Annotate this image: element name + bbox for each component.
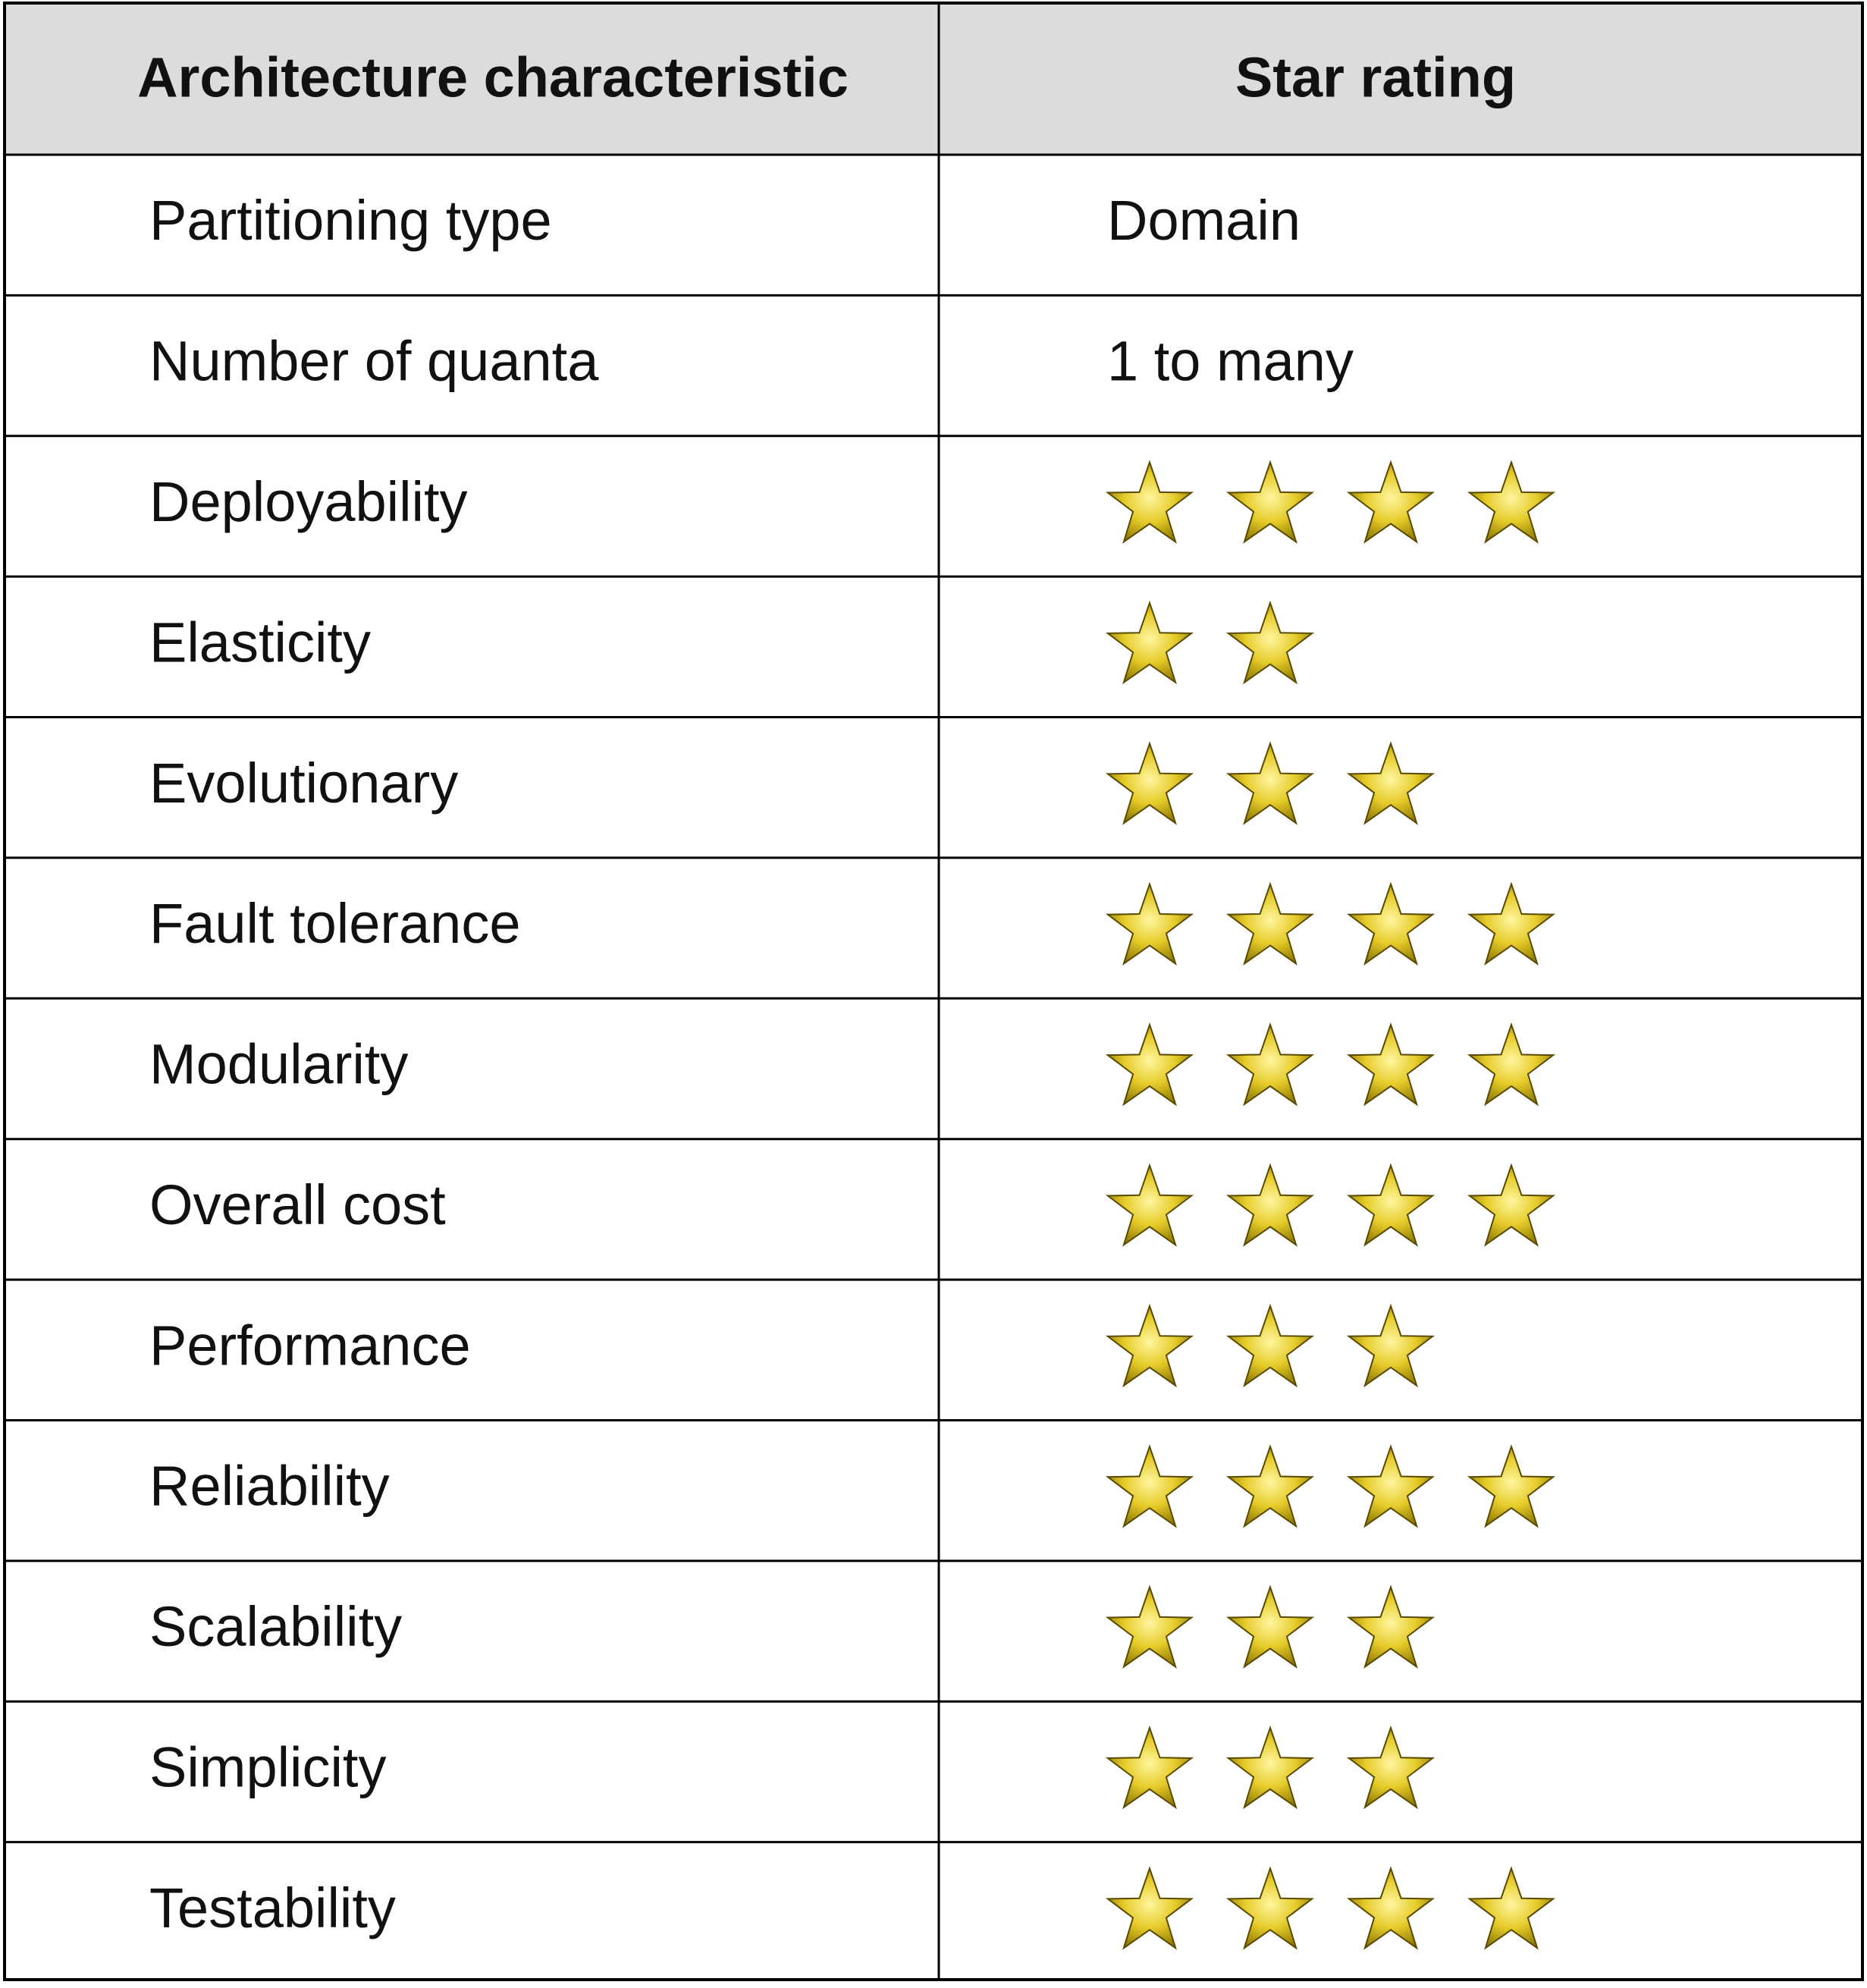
star bbox=[1225, 460, 1315, 544]
characteristic: Modularity bbox=[149, 1033, 408, 1096]
star bbox=[1105, 1022, 1194, 1107]
star bbox=[1105, 1163, 1194, 1247]
star bbox=[1105, 1584, 1194, 1669]
star bbox=[1467, 1022, 1556, 1107]
star bbox=[1105, 881, 1194, 966]
star bbox=[1225, 881, 1315, 966]
star bbox=[1346, 1866, 1436, 1950]
star bbox=[1346, 741, 1436, 825]
characteristic: Elasticity bbox=[149, 611, 371, 674]
characteristic: Number of quanta bbox=[149, 330, 599, 393]
star bbox=[1467, 460, 1556, 544]
characteristic: Simplicity bbox=[149, 1735, 386, 1798]
star bbox=[1467, 881, 1556, 966]
star bbox=[1346, 1163, 1436, 1247]
star bbox=[1105, 1866, 1194, 1950]
star bbox=[1467, 1163, 1556, 1247]
star bbox=[1225, 1866, 1315, 1950]
characteristic: Reliability bbox=[149, 1455, 390, 1518]
star bbox=[1225, 600, 1315, 685]
star bbox=[1346, 1303, 1436, 1388]
star bbox=[1346, 1584, 1436, 1669]
star bbox=[1346, 1022, 1436, 1107]
star bbox=[1346, 1444, 1436, 1528]
characteristic: Deployability bbox=[149, 470, 468, 533]
characteristic: Evolutionary bbox=[149, 752, 458, 815]
star bbox=[1225, 1022, 1315, 1107]
characteristic: Overall cost bbox=[149, 1173, 446, 1236]
star bbox=[1225, 1584, 1315, 1669]
characteristic: Fault tolerance bbox=[149, 892, 521, 955]
value: 1 to many bbox=[1107, 330, 1354, 393]
characteristic: Scalability bbox=[149, 1595, 402, 1658]
star bbox=[1105, 1725, 1194, 1810]
star bbox=[1105, 600, 1194, 685]
star bbox=[1105, 741, 1194, 825]
star bbox=[1225, 1725, 1315, 1810]
star bbox=[1105, 1303, 1194, 1388]
star bbox=[1346, 1725, 1436, 1810]
header-cell: Architecture characteristic bbox=[137, 46, 849, 109]
star bbox=[1467, 1866, 1556, 1950]
star bbox=[1346, 881, 1436, 966]
star bbox=[1467, 1444, 1556, 1528]
star bbox=[1225, 1163, 1315, 1247]
characteristic: Testability bbox=[149, 1877, 396, 1939]
header-cell: Star rating bbox=[1235, 46, 1516, 109]
header-background bbox=[5, 3, 1861, 155]
star bbox=[1105, 460, 1194, 544]
value: Domain bbox=[1107, 189, 1301, 252]
characteristic: Performance bbox=[149, 1314, 471, 1377]
star bbox=[1225, 741, 1315, 825]
star bbox=[1105, 1444, 1194, 1528]
star bbox=[1346, 460, 1436, 544]
characteristic: Partitioning type bbox=[149, 189, 552, 252]
star bbox=[1225, 1444, 1315, 1528]
table-border bbox=[3, 2, 1864, 1981]
star bbox=[1225, 1303, 1315, 1388]
